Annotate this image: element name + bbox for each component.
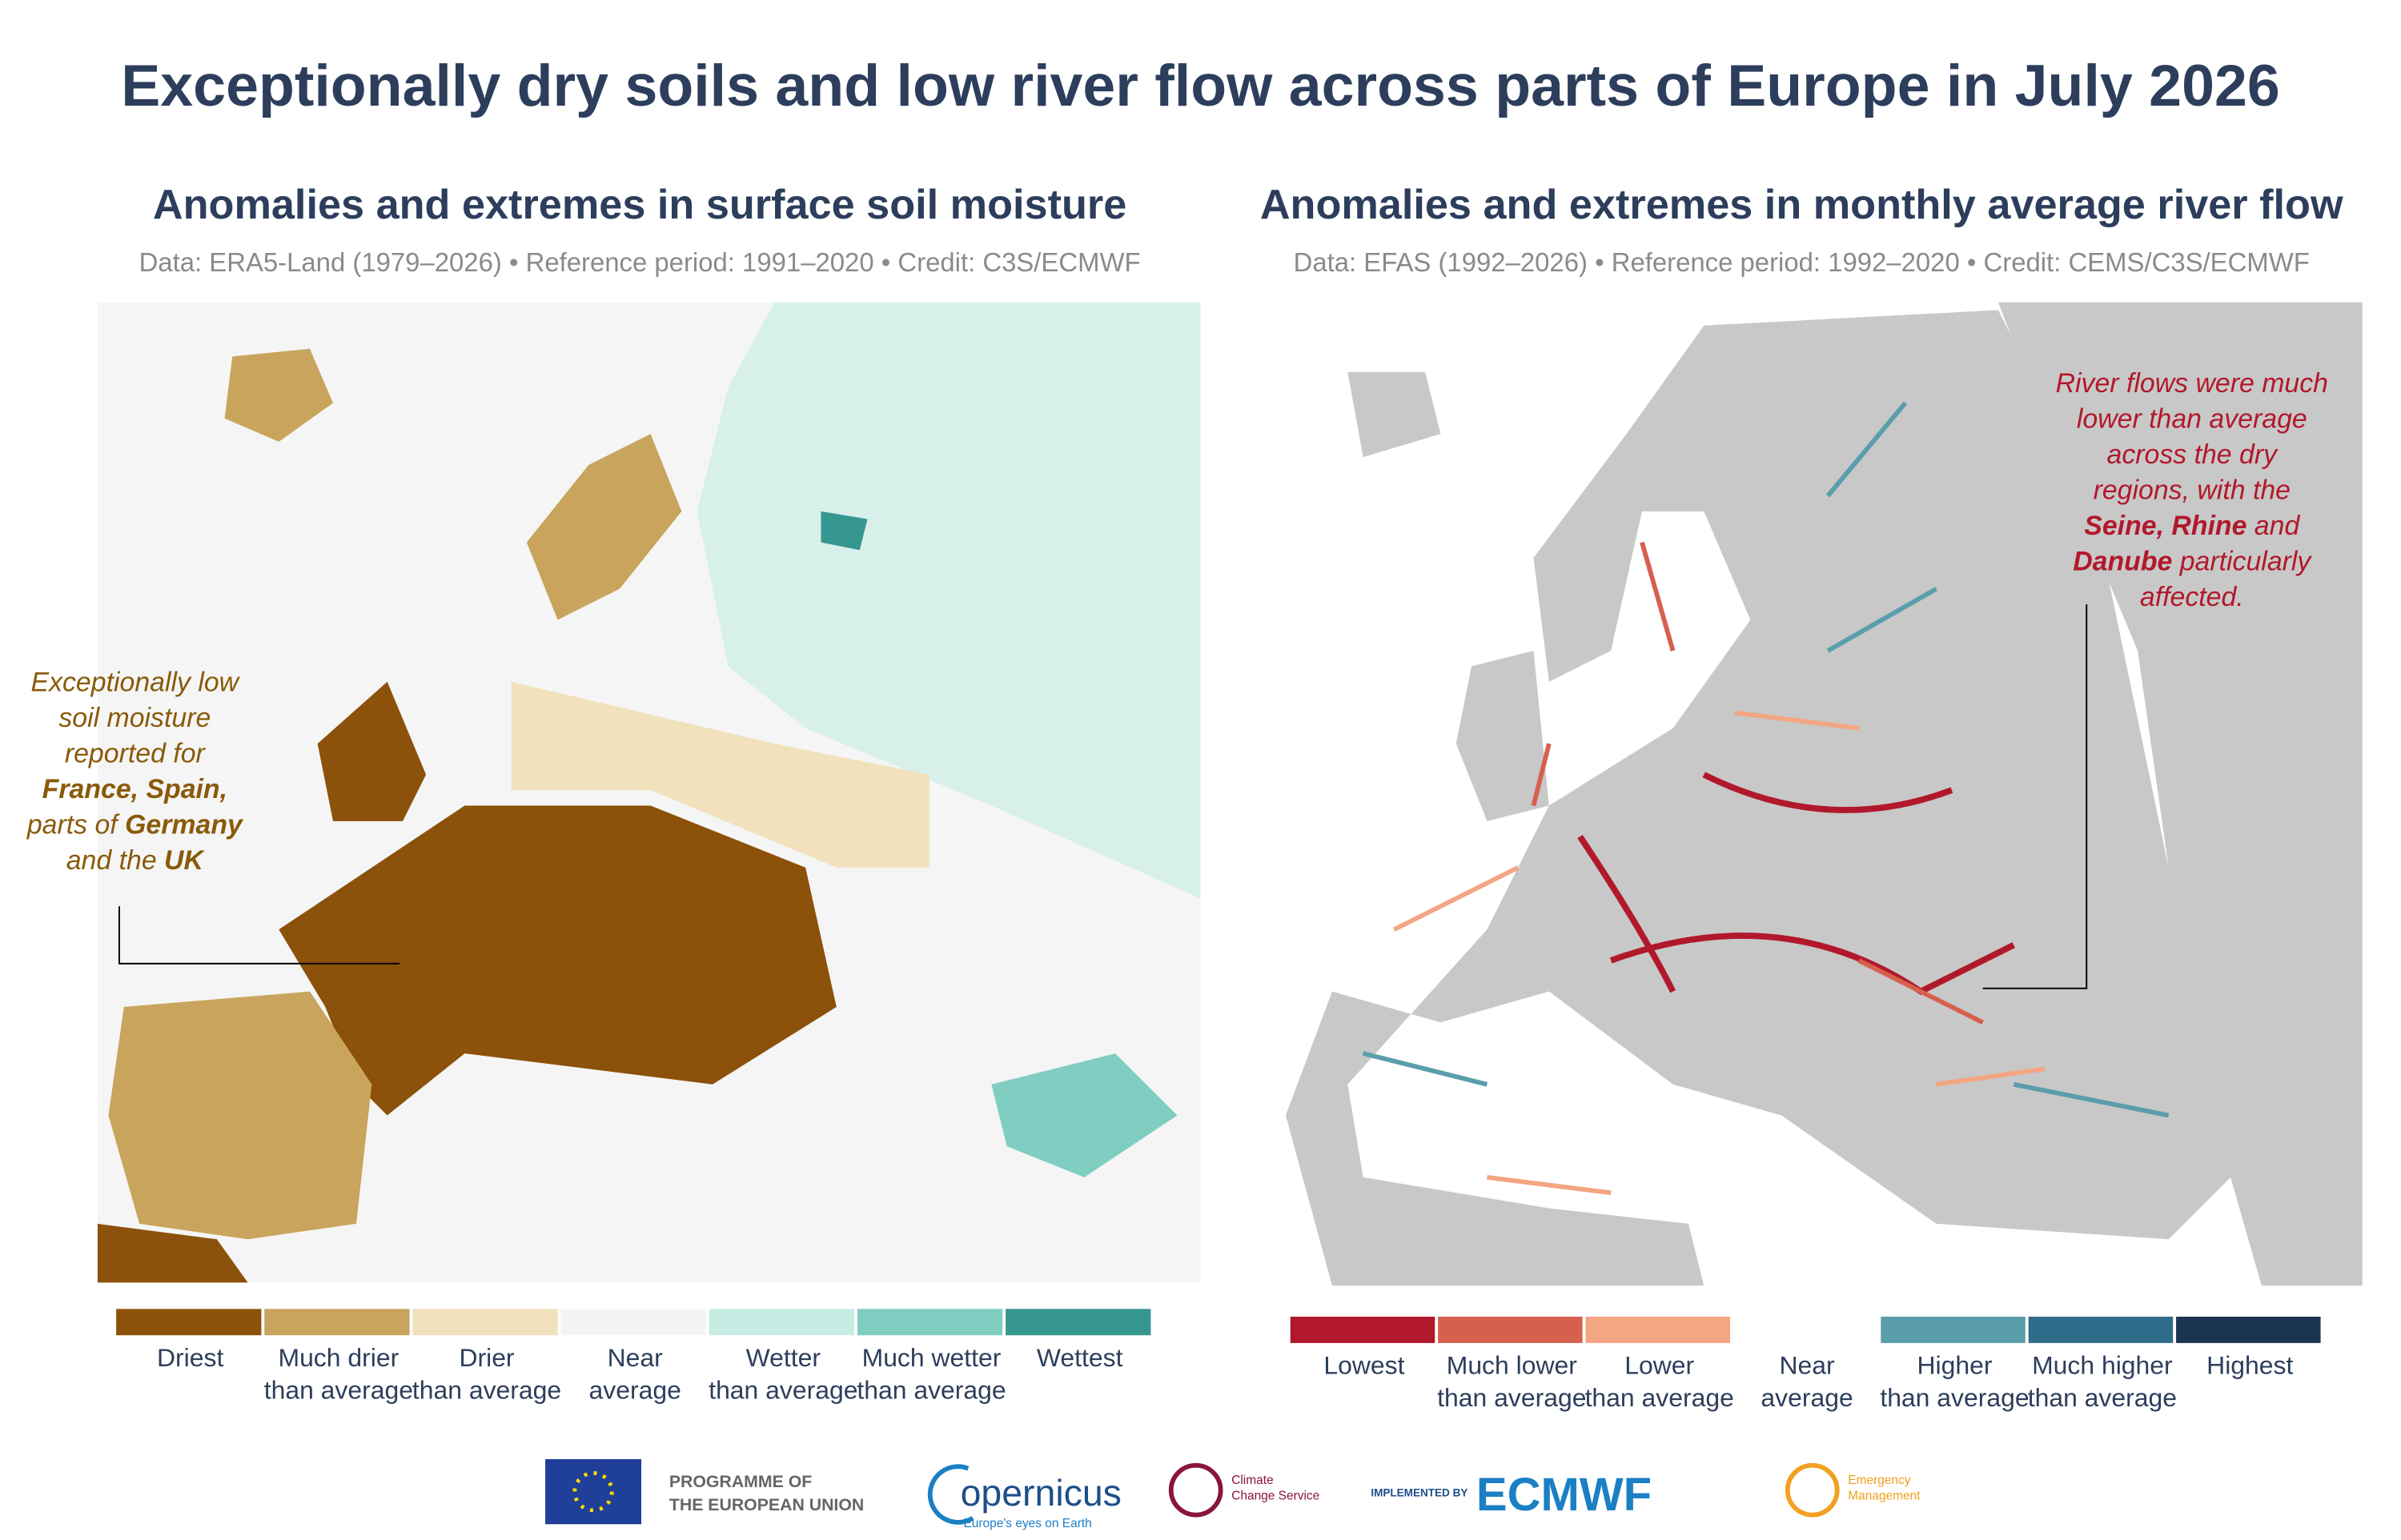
leader-lines xyxy=(118,604,2088,989)
annotation-segment: Germany xyxy=(125,809,244,840)
legend-label: Much higher than average xyxy=(2028,1351,2177,1413)
legend-label: Much lower than average xyxy=(1437,1351,1586,1413)
legend-swatch xyxy=(857,1309,1003,1336)
legend-label-line: Wettest xyxy=(1037,1343,1123,1372)
legend-label-line: than average xyxy=(1585,1383,1734,1412)
legend-label: Lowest xyxy=(1323,1351,1404,1380)
ecmwf-text: ECMWF xyxy=(1476,1469,1652,1521)
legend-label-line: Near xyxy=(608,1343,664,1372)
legend-label-line: Lowest xyxy=(1323,1351,1404,1380)
annotation-segment: Danube xyxy=(2073,546,2172,576)
legend-swatch xyxy=(560,1309,706,1336)
legend-label-line: Highest xyxy=(2206,1351,2293,1380)
legend-label: Higher than average xyxy=(1880,1351,2029,1413)
legend-label-line: Higher xyxy=(1917,1351,1992,1380)
logo-bar: PROGRAMME OF THE EUROPEAN UNION opernicus… xyxy=(545,1459,1921,1530)
legend-label-line: than average xyxy=(709,1376,857,1405)
legend-label-line: than average xyxy=(1437,1383,1586,1412)
legend-label-line: Wetter xyxy=(746,1343,821,1372)
legend-label-line: Much wetter xyxy=(862,1343,1002,1372)
legend-swatch xyxy=(116,1309,262,1336)
legend-label-line: average xyxy=(589,1376,681,1405)
river-map xyxy=(1251,302,2363,1286)
legend-label-line: than average xyxy=(1880,1383,2029,1412)
legend-label: Wettest xyxy=(1037,1343,1123,1372)
eu-text: PROGRAMME OF THE EUROPEAN UNION xyxy=(669,1472,864,1514)
legend-swatch xyxy=(1006,1309,1151,1336)
eu-flag xyxy=(545,1459,642,1525)
annotation-segment: lower than average xyxy=(2077,403,2307,434)
legend-swatch xyxy=(412,1309,558,1336)
legend-swatch xyxy=(1585,1316,1731,1343)
annotation-segment: Exceptionally low xyxy=(31,667,241,697)
eu-stars xyxy=(572,1470,614,1513)
legend-swatch xyxy=(709,1309,855,1336)
annotation-segment: and xyxy=(2246,511,2300,541)
annotation: River flows were much lower than average a… xyxy=(2056,368,2328,612)
cems-mark xyxy=(1785,1462,1840,1518)
copernicus-arc xyxy=(927,1464,974,1525)
legend-label-line: Drier xyxy=(459,1343,515,1372)
panel-source: Data: ERA5-Land (1979–2026) • Reference … xyxy=(139,247,1141,277)
legend-label: Drier than average xyxy=(412,1343,561,1405)
legend-swatch xyxy=(1290,1316,1435,1343)
copernicus-text: opernicus xyxy=(961,1472,1122,1514)
legend-label-line: than average xyxy=(857,1376,1006,1405)
panel-source: Data: EFAS (1992–2026) • Reference perio… xyxy=(1294,247,2310,277)
annotation: Exceptionally low soil moisture reported f… xyxy=(26,667,244,876)
implemented-text: IMPLEMENTED BY xyxy=(1371,1486,1468,1498)
legend-label-line: Much lower xyxy=(1447,1351,1578,1380)
legend-label-line: than average xyxy=(264,1376,413,1405)
legend-label: Lower than average xyxy=(1585,1351,1734,1413)
annotation-segment: Seine, Rhine xyxy=(2084,511,2246,541)
cems-text: Emergency Management xyxy=(1848,1474,1921,1502)
legend-label-line: Lower xyxy=(1624,1351,1694,1380)
legend-label: Much drier than average xyxy=(264,1343,413,1405)
legend-label-line: Much higher xyxy=(2032,1351,2173,1380)
legend-label: Near average xyxy=(1761,1351,1853,1413)
legend-label-line: than average xyxy=(412,1376,561,1405)
legend-swatch xyxy=(2176,1316,2321,1343)
annotation-segment: affected. xyxy=(2140,582,2244,612)
legend-swatch xyxy=(2028,1316,2174,1343)
annotation-segment: regions, with the xyxy=(2094,475,2291,505)
soil-map xyxy=(97,302,1201,1283)
legend-swatch xyxy=(1438,1316,1583,1343)
legend-label: Near average xyxy=(589,1343,681,1405)
annotation-segment: River flows were much xyxy=(2056,368,2328,399)
legend-label-line: Much drier xyxy=(278,1343,399,1372)
legend-label: Highest xyxy=(2206,1351,2293,1380)
annotation-segment: UK xyxy=(164,845,205,876)
annotation-segment: reported for xyxy=(65,738,207,768)
annotation-segment: particularly xyxy=(2172,546,2312,576)
panel-title: Anomalies and extremes in surface soil m… xyxy=(153,182,1126,228)
legend-swatch xyxy=(264,1309,410,1336)
annotation-segment: France, Spain, xyxy=(42,774,227,804)
c3s-mark xyxy=(1168,1462,1223,1518)
legend-label: Driest xyxy=(157,1343,223,1372)
main-title: Exceptionally dry soils and low river fl… xyxy=(121,52,2279,118)
copernicus-tag: Europe's eyes on Earth xyxy=(963,1517,1091,1530)
legend-label-line: than average xyxy=(2028,1383,2177,1412)
annotation-segment: soil moisture xyxy=(58,703,211,733)
legend-swatch xyxy=(1881,1316,2026,1343)
legend-label: Much wetter than average xyxy=(857,1343,1006,1405)
panel-title: Anomalies and extremes in monthly averag… xyxy=(1260,182,2343,228)
annotation-segment: across the dry xyxy=(2107,439,2279,470)
legend-label: Wetter than average xyxy=(709,1343,857,1405)
c3s-text: Climate Change Service xyxy=(1231,1474,1319,1502)
annotation-segment: parts of xyxy=(26,809,125,840)
legend-label-line: average xyxy=(1761,1383,1853,1412)
annotation-segment: and the xyxy=(66,845,164,876)
legend-label-line: Driest xyxy=(157,1343,223,1372)
legend-label-line: Near xyxy=(1780,1351,1836,1380)
